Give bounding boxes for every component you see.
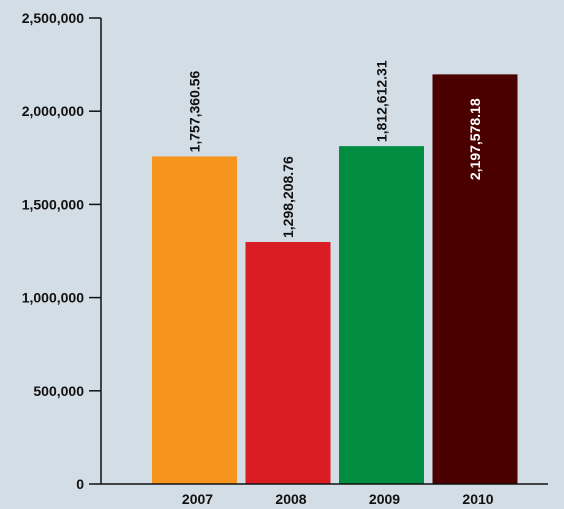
- y-tick-label: 1,500,000: [22, 196, 84, 212]
- y-tick-label: 2,500,000: [22, 10, 84, 26]
- x-tick-label-2008: 2008: [275, 491, 306, 507]
- value-label-2007: 1,757,360.56: [187, 70, 203, 152]
- y-tick-label: 0: [76, 476, 84, 492]
- bar-2008: [245, 242, 331, 484]
- y-tick-label: 1,000,000: [22, 290, 84, 306]
- y-tick-label: 500,000: [33, 383, 84, 399]
- value-label-2008: 1,298,208.76: [280, 156, 296, 238]
- value-label-2010: 2,197,578.18: [467, 98, 483, 180]
- x-tick-label-2010: 2010: [462, 491, 493, 507]
- x-tick-label-2007: 2007: [182, 491, 213, 507]
- bars: 1,757,360.56 1,298,208.76 1,812,612.31 2,19…: [152, 60, 518, 485]
- bar-2010: [432, 74, 518, 484]
- y-axis: 0 500,000 1,000,000 1,500,000 2,000,000 2,500…: [22, 10, 102, 492]
- bar-2007: [152, 156, 237, 485]
- x-tick-label-2009: 2009: [369, 491, 400, 507]
- y-tick-label: 2,000,000: [22, 103, 84, 119]
- bar-2009: [339, 146, 424, 484]
- x-axis: 2007 2008 2009 2010: [101, 483, 548, 507]
- value-label-2009: 1,812,612.31: [374, 60, 390, 142]
